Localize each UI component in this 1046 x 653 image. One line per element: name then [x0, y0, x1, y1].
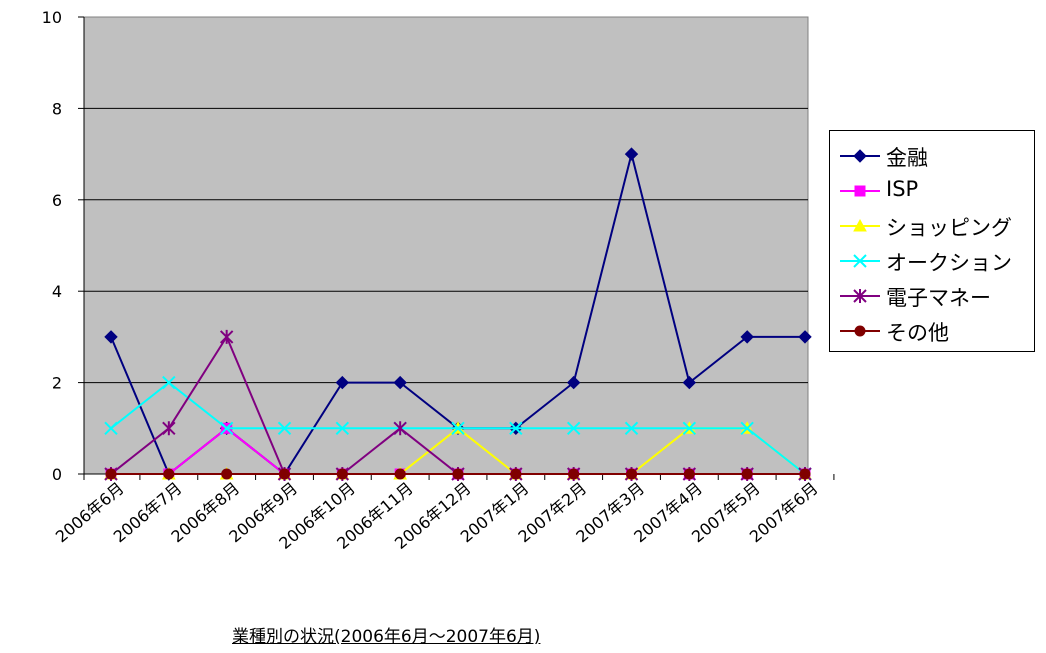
- plot-area: [83, 16, 809, 475]
- series-6: [105, 468, 811, 480]
- data-point: [163, 468, 175, 480]
- data-point: [219, 329, 234, 344]
- y-tick-label: 6: [52, 191, 62, 210]
- data-point: [336, 468, 348, 480]
- data-point: [798, 330, 812, 344]
- y-tick-label: 2: [52, 374, 62, 393]
- legend-label: ショッピング: [886, 216, 1012, 240]
- data-point: [566, 375, 581, 390]
- data-point: [277, 421, 292, 436]
- legend-marker: [853, 289, 867, 303]
- legend-label: 電子マネー: [886, 286, 991, 310]
- data-point: [509, 421, 523, 436]
- legend-label: ISP: [886, 177, 919, 201]
- y-tick-label: 8: [52, 99, 62, 118]
- legend-item: 金融: [838, 139, 1034, 173]
- legend-label: オークション: [886, 251, 1012, 275]
- x-axis-ticks: 2006年6月2006年7月2006年8月2006年9月2006年10月2006…: [52, 479, 822, 553]
- data-point: [741, 468, 753, 480]
- legend-item: その他: [838, 314, 1034, 348]
- legend-swatch: [840, 185, 880, 197]
- data-point: [335, 375, 350, 390]
- legend-item: ショッピング: [838, 209, 1034, 243]
- data-point: [510, 468, 522, 480]
- y-tick-label: 4: [52, 282, 62, 301]
- legend-marker: [853, 149, 867, 163]
- data-point: [683, 468, 695, 480]
- legend-swatch: [840, 325, 880, 337]
- legend-swatch: [840, 218, 880, 232]
- data-point: [279, 468, 290, 480]
- data-point: [451, 421, 465, 436]
- data-point: [221, 468, 233, 480]
- data-point: [452, 468, 464, 480]
- data-point: [624, 147, 639, 161]
- data-point: [566, 421, 581, 436]
- data-point: [626, 468, 637, 480]
- data-point: [335, 421, 350, 436]
- data-point: [682, 375, 697, 390]
- y-tick-label: 10: [42, 8, 62, 27]
- legend-item: オークション: [838, 244, 1034, 278]
- legend-label: 金融: [886, 146, 928, 170]
- data-point: [740, 421, 754, 436]
- series-group: [104, 147, 812, 481]
- legend-swatch: [840, 149, 880, 163]
- legend-swatch: [840, 254, 880, 268]
- chart-caption: 業種別の状況(2006年6月～2007年6月): [232, 627, 541, 647]
- data-point: [162, 421, 176, 436]
- data-point: [104, 421, 118, 436]
- legend-marker: [853, 218, 867, 232]
- data-point: [682, 421, 697, 436]
- data-point: [105, 468, 117, 480]
- data-point: [740, 330, 754, 344]
- y-tick-label: 0: [52, 465, 62, 484]
- legend: 金融 ISP ショッピング オークション 電子マネーその他: [829, 130, 1035, 352]
- legend-swatch: [840, 289, 880, 303]
- legend-marker: [854, 325, 866, 337]
- legend-marker: [854, 185, 866, 197]
- data-point: [393, 421, 407, 436]
- data-point: [799, 468, 811, 480]
- data-point: [568, 468, 580, 480]
- data-point: [624, 421, 639, 436]
- legend-label: その他: [886, 321, 949, 345]
- data-point: [393, 375, 407, 390]
- legend-marker: [853, 254, 867, 268]
- legend-item: 電子マネー: [838, 279, 1034, 313]
- y-axis-ticks: 0 2 4 6 8 10: [42, 8, 62, 484]
- data-point: [162, 375, 176, 390]
- data-point: [219, 421, 234, 436]
- legend-item: ISP: [838, 174, 1034, 208]
- data-point: [104, 330, 118, 344]
- data-point: [394, 468, 406, 480]
